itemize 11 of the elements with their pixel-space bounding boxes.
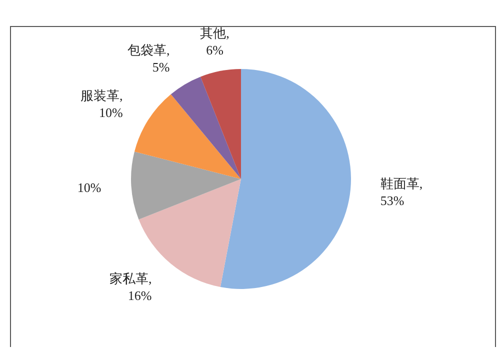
data-label: 其他, 6% [200,25,230,58]
data-label: 包袋革, 5% [127,42,170,74]
pie-slice [200,69,241,179]
data-label: 鞋面革, 53% [380,176,423,208]
pie-slice [170,76,241,179]
pie-slice [220,69,351,289]
pie-slice [134,94,241,179]
data-label: 10% [77,180,102,195]
data-label: 家私革, 16% [110,270,152,303]
data-label: 服装革, 10% [80,88,123,120]
pie-slice [131,152,241,220]
